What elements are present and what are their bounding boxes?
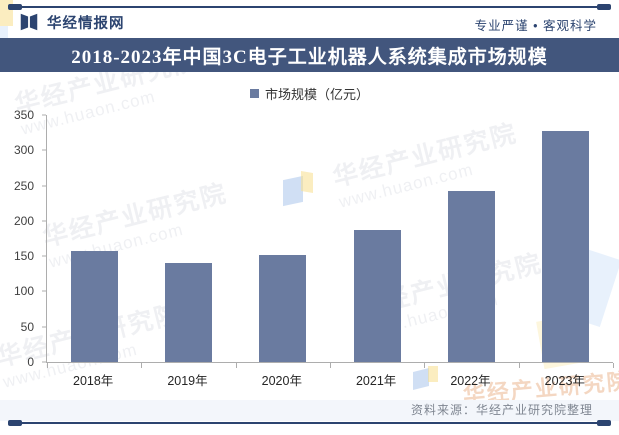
y-tick-label: 0 [27,355,34,369]
x-axis-label: 2022年 [450,374,491,388]
brand: 华经情报网 [18,11,125,33]
y-tick-label: 200 [13,213,34,228]
x-tick-mark [330,363,331,368]
x-tick-mark [47,363,48,368]
bottom-divider-line [8,420,611,426]
plot-area [46,115,614,368]
y-tick-mark [42,149,46,151]
y-tick-mark [42,290,46,292]
y-axis: 0 50 100 150 200 250 300 350 [0,108,46,369]
bar-2018年 [70,250,118,362]
y-tick-label: 50 [20,319,34,334]
bar-2021年 [353,230,401,362]
y-tick-mark [42,255,46,257]
bar-slot [330,115,424,362]
bar-2019年 [164,262,213,362]
legend: 市场规模（亿元） [0,84,619,103]
y-tick-mark [42,185,46,187]
x-tick-mark [518,363,520,368]
bar-series [47,115,613,362]
y-tick-label: 150 [13,249,34,264]
x-axis-label: 2018年 [73,374,114,388]
bar-slot [236,115,330,362]
y-tick-label: 250 [13,178,34,193]
x-tick-mark [141,363,143,368]
x-axis-label: 2020年 [261,374,302,388]
x-tick-mark [235,363,237,368]
chart-title: 2018-2023年中国3C电子工业机器人系统集成市场规模 [71,46,548,68]
source-note: 资料来源：华经产业研究院整理 [410,403,593,417]
legend-marker-square [249,89,259,98]
y-tick-mark [42,326,46,328]
rule-end-cap [8,4,22,10]
rule-end-cap [8,420,22,426]
bar-2022年 [447,191,496,362]
rule-end-cap [597,4,611,10]
header: 华经情报网 专业严谨 • 客观科学 [0,11,619,37]
bar-2023年 [542,131,590,362]
y-tick-mark [42,220,46,222]
header-slogan: 专业严谨 • 客观科学 [474,19,597,33]
bar-2020年 [259,254,307,362]
bar-slot [424,115,518,362]
y-tick-label: 350 [13,108,34,122]
x-axis-label: 2019年 [167,374,208,388]
x-tick-mark [613,363,614,368]
chart-title-bar: 2018-2023年中国3C电子工业机器人系统集成市场规模 [0,38,619,72]
huajing-logo-icon [20,13,38,31]
brand-name: 华经情报网 [47,15,125,32]
y-tick-mark [42,361,46,363]
top-divider-line [8,4,611,10]
y-tick-label: 300 [13,143,34,158]
x-axis-label: 2021年 [355,374,397,388]
bar-slot [141,115,235,362]
x-axis-label: 2023年 [544,374,585,388]
x-axis-labels: 2018年 2019年 2020年 2021年 2022年 2023年 [46,370,612,389]
legend-label: 市场规模（亿元） [264,87,369,102]
bar-slot [47,115,141,362]
bar-slot [519,115,613,362]
footer-band [0,400,619,421]
y-tick-label: 100 [13,284,34,299]
y-tick-mark [42,114,46,116]
x-tick-mark [424,363,426,368]
rule-end-cap [597,420,611,426]
